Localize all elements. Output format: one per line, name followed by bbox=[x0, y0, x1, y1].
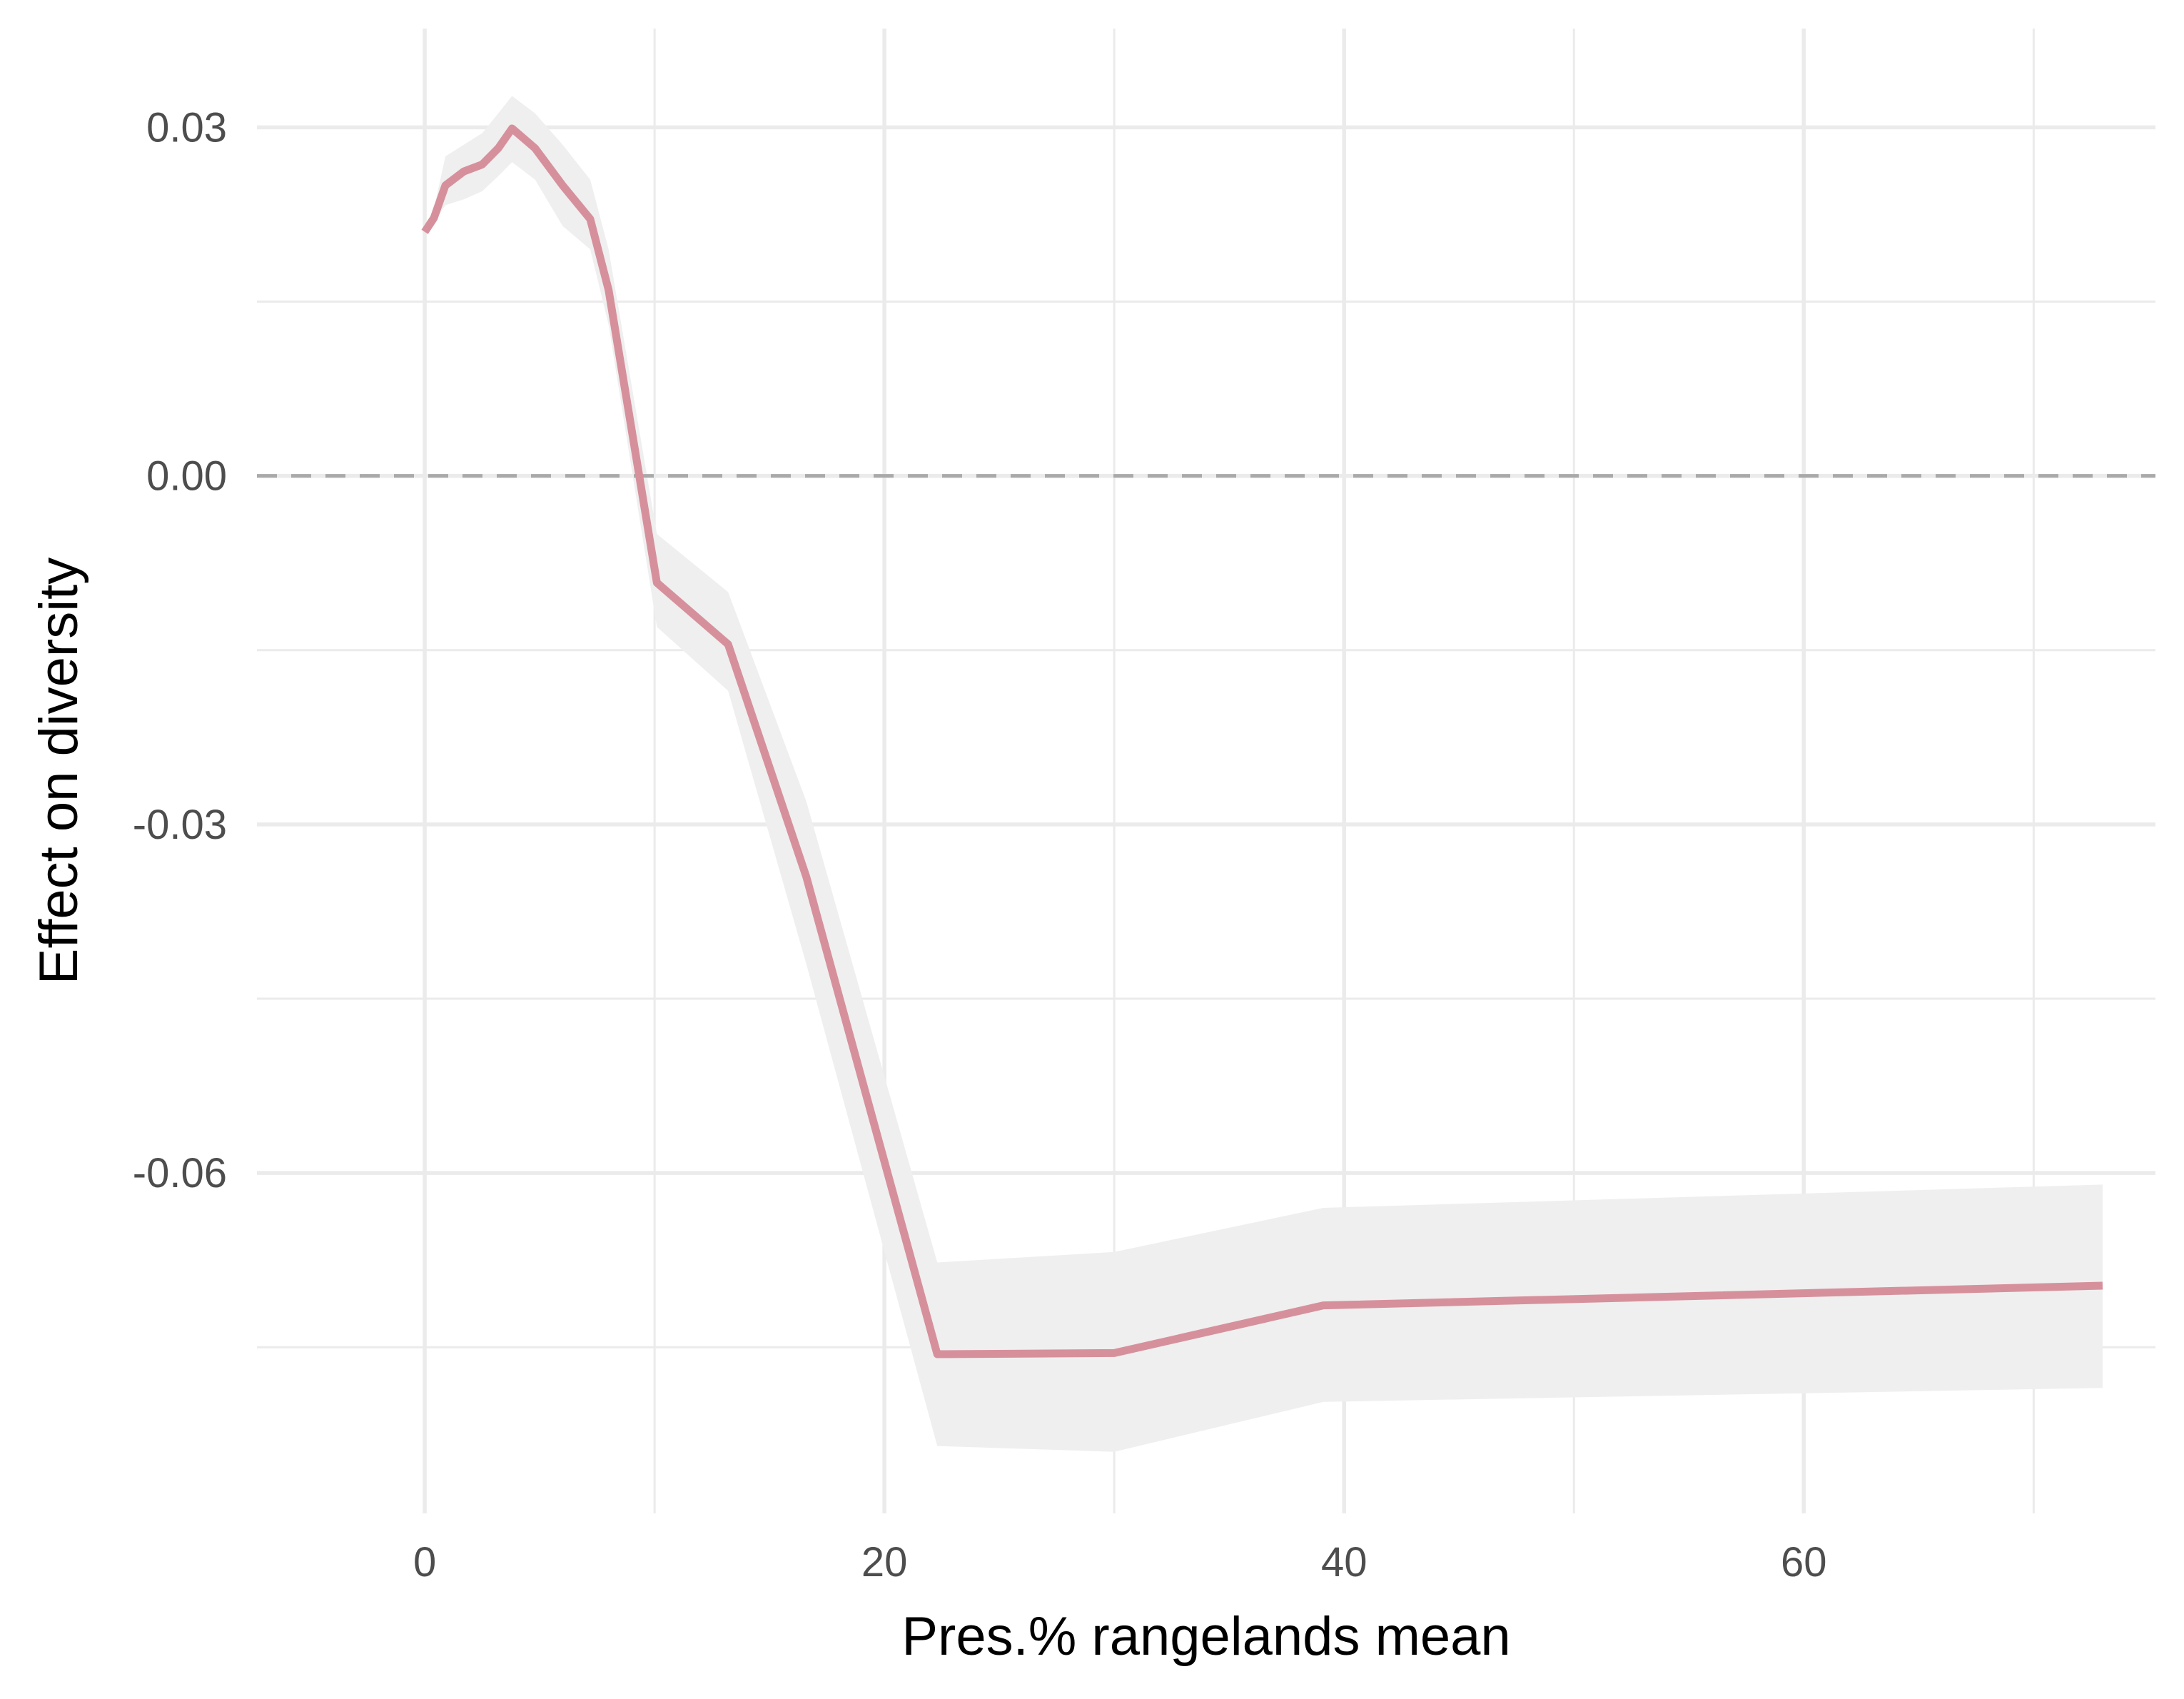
x-tick-label: 40 bbox=[1321, 1539, 1367, 1585]
y-tick-label: 0.03 bbox=[146, 104, 227, 151]
ribbon-layer bbox=[425, 96, 2103, 1452]
y-tick-label: -0.03 bbox=[133, 802, 227, 848]
line-layer bbox=[421, 124, 2103, 1358]
confidence-ribbon bbox=[425, 96, 2103, 1452]
y-tick-label: -0.06 bbox=[133, 1150, 227, 1196]
y-tick-label: 0.00 bbox=[146, 453, 227, 500]
x-tick-label: 0 bbox=[413, 1539, 436, 1585]
x-axis-title: Pres.% rangelands mean bbox=[901, 1606, 1510, 1667]
tick-layer: 0 20 40 60 0.03 0.00 -0.03 -0.06 bbox=[133, 104, 1827, 1585]
effect-line bbox=[421, 124, 2103, 1358]
x-tick-label: 60 bbox=[1781, 1539, 1827, 1585]
x-tick-label: 20 bbox=[861, 1539, 908, 1585]
y-axis-title: Effect on diversity bbox=[29, 558, 89, 984]
